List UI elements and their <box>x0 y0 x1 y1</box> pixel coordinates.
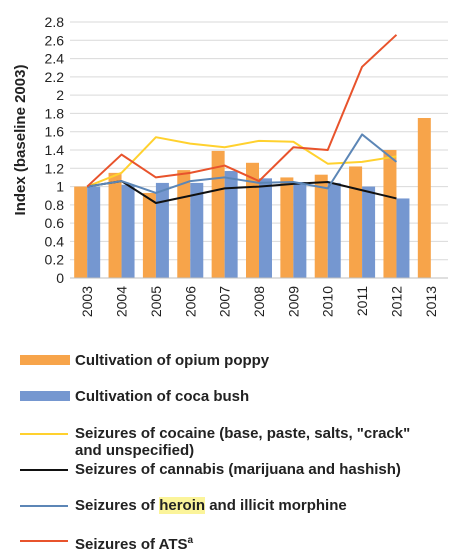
bar <box>121 184 135 278</box>
legend-label-cocaine-line2: and unspecified) <box>75 442 195 459</box>
legend-label-ats: Seizures of ATSa <box>75 532 193 553</box>
x-tick-label: 2010 <box>320 286 336 317</box>
legend-label-heroin-post: and illicit morphine <box>205 497 347 514</box>
bar <box>74 186 88 278</box>
y-tick-label: 0.8 <box>45 197 65 213</box>
x-tick-label: 2004 <box>114 286 130 317</box>
bar <box>417 118 431 278</box>
y-tick-label: 1.2 <box>45 160 65 176</box>
bar <box>293 182 307 278</box>
y-tick-label: 0.6 <box>45 215 65 231</box>
bar <box>155 182 169 278</box>
x-tick-label: 2006 <box>182 286 198 317</box>
legend-label-heroin-pre: Seizures of <box>75 497 160 514</box>
y-tick-label: 2.2 <box>45 69 65 85</box>
legend-swatch-ats <box>20 540 68 542</box>
x-tick-label: 2011 <box>354 286 370 316</box>
bar <box>142 192 156 278</box>
y-tick-label: 2.8 <box>45 14 65 30</box>
legend-swatch-opium <box>20 355 70 365</box>
y-axis-label: Index (baseline 2003) <box>12 65 29 216</box>
bar <box>246 162 259 278</box>
series-line <box>86 34 398 188</box>
chart: 0 0.2 0.4 0.6 0.8 1 1.2 1.4 1.6 1.8 2 2.2 2.4 2.6 2.8 2… <box>12 14 448 317</box>
bar <box>87 186 101 278</box>
x-tick-label: 2007 <box>217 286 233 317</box>
y-tick-label: 2.4 <box>45 51 65 67</box>
bar <box>314 174 328 278</box>
legend-label-ats-superscript: a <box>187 535 194 546</box>
y-tick-label: 0 <box>56 270 64 286</box>
bar <box>190 182 204 278</box>
x-tick-label: 2003 <box>79 286 95 317</box>
legend-swatch-cocaine <box>20 433 68 435</box>
legend-label-cannabis: Seizures of cannabis (marijuana and hash… <box>75 461 401 478</box>
legend-swatch-heroin <box>20 505 68 507</box>
y-tick-label: 0.4 <box>45 233 65 249</box>
series-line <box>87 133 398 194</box>
y-tick-label: 0.2 <box>45 252 65 268</box>
bars <box>74 118 431 278</box>
x-tick-label: 2008 <box>251 286 267 317</box>
bar <box>177 170 191 278</box>
bar <box>362 186 376 278</box>
x-tick-label: 2012 <box>388 286 404 317</box>
bar <box>349 166 363 278</box>
legend-label-cocaine-line1: Seizures of cocaine (base, paste, salts,… <box>75 425 411 442</box>
legend-label-ats-text: Seizures of ATS <box>75 536 188 553</box>
x-tick-label: 2013 <box>423 286 439 317</box>
bar <box>224 171 238 278</box>
y-tick-label: 2 <box>56 87 64 103</box>
bar <box>259 178 272 278</box>
bar <box>108 172 122 278</box>
bar <box>280 177 294 278</box>
legend-label-heroin: Seizures of heroin and illicit morphine <box>75 497 347 514</box>
legend-label-opium: Cultivation of opium poppy <box>75 352 270 369</box>
x-tick-label: 2005 <box>148 286 164 317</box>
y-tick-label: 2.6 <box>45 32 65 48</box>
legend-label-heroin-highlight: heroin <box>159 497 206 514</box>
series-lines <box>86 34 398 205</box>
legend-swatch-cannabis <box>20 469 68 471</box>
x-tick-label: 2009 <box>285 286 301 317</box>
legend-label-coca: Cultivation of coca bush <box>75 388 250 405</box>
bar <box>383 150 397 278</box>
y-tick-label: 1 <box>56 179 64 195</box>
legend-swatch-coca <box>20 391 70 401</box>
bar <box>396 198 410 278</box>
y-tick-label: 1.4 <box>45 142 65 158</box>
axes: 0 0.2 0.4 0.6 0.8 1 1.2 1.4 1.6 1.8 2 2.2 2.4 2.6 2.8 2… <box>45 14 448 317</box>
y-tick-label: 1.6 <box>45 124 65 140</box>
bar <box>327 182 341 278</box>
series-line <box>87 180 397 205</box>
bar <box>211 150 225 278</box>
y-tick-label: 1.8 <box>45 105 65 121</box>
